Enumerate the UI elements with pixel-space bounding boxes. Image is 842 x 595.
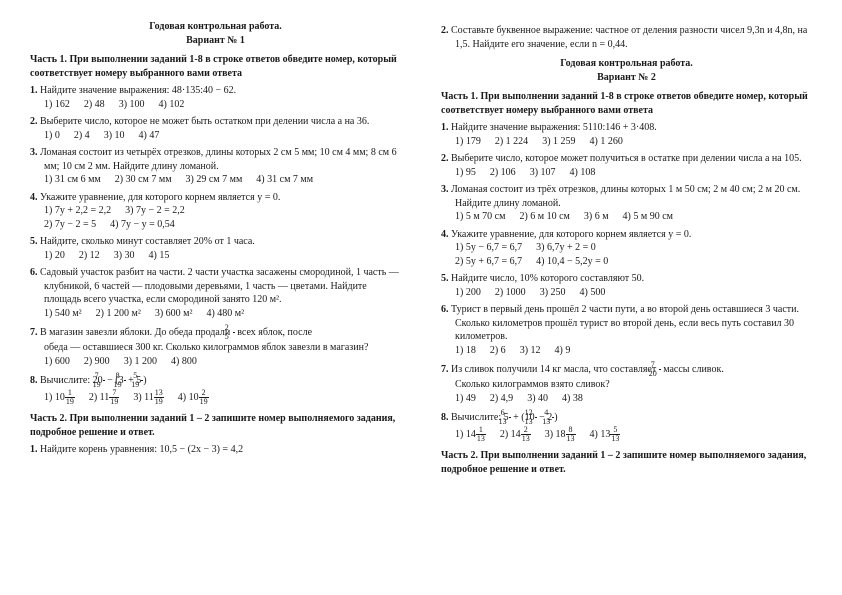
part2-heading: Часть 2. При выполнении заданий 1 – 2 за… [30, 412, 401, 439]
q7: 7. В магазин завезли яблоки. До обеда пр… [30, 324, 401, 341]
variant-heading: Вариант № 1 [30, 34, 401, 48]
q7-options: 1) 600 2) 900 3) 1 200 4) 800 [44, 355, 401, 369]
v1-p2q2: 2. Составьте буквенное выражение: частно… [441, 24, 812, 51]
v2q8-expr: 5613 + (101213 − 2413) [504, 412, 558, 423]
v2q6-options: 1) 18 2) 6 3) 12 4) 9 [455, 344, 812, 358]
v2q3: 3. Ломаная состоит из трёх отрезков, дли… [441, 183, 812, 210]
q8-options: 1) 10119 2) 11719 3) 111319 4) 10219 [44, 389, 401, 406]
v2q7-options: 1) 49 2) 4,9 3) 40 4) 38 [455, 392, 812, 406]
v2q5-options: 1) 200 2) 1000 3) 250 4) 500 [455, 286, 812, 300]
v2q3-options: 1) 5 м 70 см 2) 6 м 10 см 3) 6 м 4) 5 м … [455, 210, 812, 224]
q2: 2. Выберите число, которое не может быть… [30, 115, 401, 129]
variant-1-column: Годовая контрольная работа. Вариант № 1 … [30, 20, 401, 575]
q2-options: 1) 0 2) 4 3) 10 4) 47 [44, 129, 401, 143]
v2q1-options: 1) 179 2) 1 224 3) 1 259 4) 1 260 [455, 135, 812, 149]
v2-part1-heading: Часть 1. При выполнении заданий 1-8 в ст… [441, 90, 812, 117]
q4-options-b: 2) 7y − 2 = 5 4) 7y − y = 0,54 [44, 218, 401, 232]
p2q1: 1. Найдите корень уравнения: 10,5 − (2x … [30, 443, 401, 457]
q3: 3. Ломаная состоит из четырёх отрезков, … [30, 146, 401, 173]
variant2-heading: Вариант № 2 [441, 71, 812, 85]
q7-cont: обеда — оставшиеся 300 кг. Сколько килог… [44, 341, 401, 355]
q6: 6. Садовый участок разбит на части. 2 ча… [30, 266, 401, 307]
v2q8-options: 1) 14113 2) 14213 3) 18813 4) 13513 [455, 426, 812, 443]
q4: 4. Укажите уравнение, для которого корне… [30, 191, 401, 205]
v2q7: 7. Из сливок получили 14 кг масла, что с… [441, 361, 812, 378]
v2q7-cont: Сколько килограммов взято сливок? [455, 378, 812, 392]
v2q4-options-a: 1) 5y − 6,7 = 6,7 3) 6,7y + 2 = 0 [455, 241, 812, 255]
q5-options: 1) 20 2) 12 3) 30 4) 15 [44, 249, 401, 263]
q3-options: 1) 31 см 6 мм 2) 30 см 7 мм 3) 29 см 7 м… [44, 173, 401, 187]
fraction-icon: 25 [233, 324, 235, 341]
v2q4: 4. Укажите уравнение, для которого корне… [441, 228, 812, 242]
v2q8: 8. Вычислите: 5613 + (101213 − 2413) [441, 409, 812, 426]
v2q5: 5. Найдите число, 10% которого составляю… [441, 272, 812, 286]
fraction-icon: 720 [659, 361, 661, 378]
v2q6: 6. Турист в первый день прошёл 2 части п… [441, 303, 812, 344]
q1: 1. Найдите значение выражения: 48·135:40… [30, 84, 401, 98]
q8-expr: 20719 − (3819 + 5519) [93, 375, 147, 386]
v2q2: 2. Выберите число, которое может получит… [441, 152, 812, 166]
q4-options-a: 1) 7y + 2,2 = 2,2 3) 7y − 2 = 2,2 [44, 204, 401, 218]
part1-heading: Часть 1. При выполнении заданий 1-8 в ст… [30, 53, 401, 80]
q1-options: 1) 162 2) 48 3) 100 4) 102 [44, 98, 401, 112]
v2q1: 1. Найдите значение выражения: 5110:146 … [441, 121, 812, 135]
doc-title-2: Годовая контрольная работа. [441, 57, 812, 71]
v2q2-options: 1) 95 2) 106 3) 107 4) 108 [455, 166, 812, 180]
doc-title: Годовая контрольная работа. [30, 20, 401, 34]
q5: 5. Найдите, сколько минут составляет 20%… [30, 235, 401, 249]
variant-2-column: 2. Составьте буквенное выражение: частно… [441, 20, 812, 575]
q8: 8. Вычислите: 20719 − (3819 + 5519) [30, 372, 401, 389]
v2-part2-heading: Часть 2. При выполнении заданий 1 – 2 за… [441, 449, 812, 476]
v2q4-options-b: 2) 5y + 6,7 = 6,7 4) 10,4 − 5,2y = 0 [455, 255, 812, 269]
q6-options: 1) 540 м² 2) 1 200 м² 3) 600 м² 4) 480 м… [44, 307, 401, 321]
